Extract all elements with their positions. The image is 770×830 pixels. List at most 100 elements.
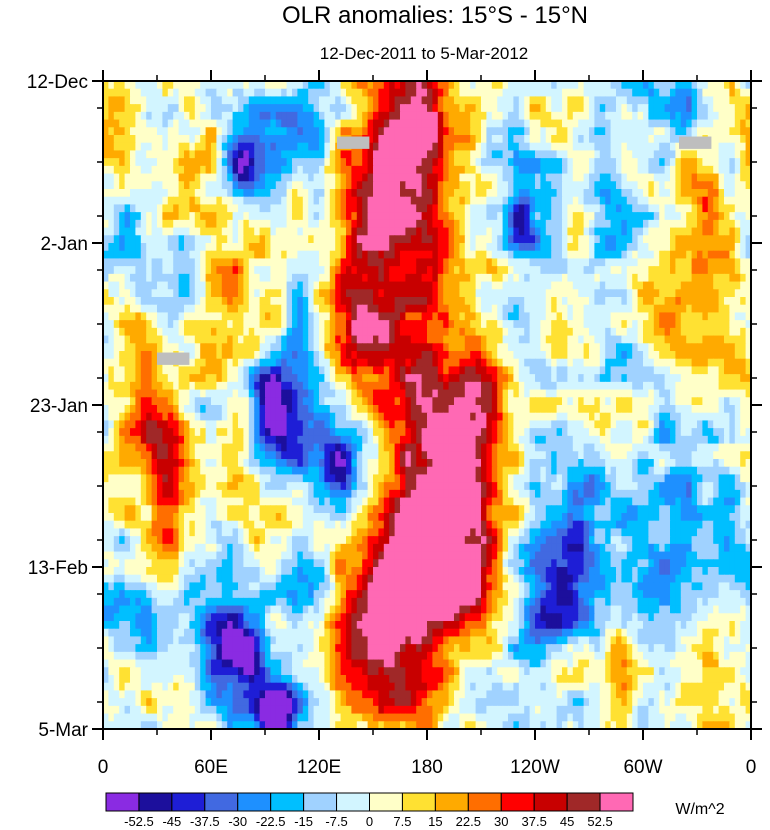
heatmap-cell [491,181,498,190]
heatmap-cell [508,212,514,221]
heatmap-cell [227,173,234,182]
heatmap-cell [621,250,628,260]
heatmap-cell [616,250,622,260]
heatmap-cell [286,181,293,190]
heatmap-cell [410,389,417,398]
heatmap-cell [443,235,450,244]
heatmap-cell [259,235,266,244]
heatmap-cell [167,135,174,144]
heatmap-cell [313,235,320,244]
heatmap-cell [367,366,374,375]
heatmap-cell [724,374,730,383]
heatmap-cell [259,219,266,229]
heatmap-cell [292,273,298,283]
heatmap-cell [475,150,482,159]
heatmap-cell [491,258,498,267]
heatmap-cell [556,96,563,105]
heatmap-cell [675,135,682,144]
heatmap-cell [162,327,169,337]
heatmap-cell [448,119,455,128]
heatmap-cell [302,304,309,314]
heatmap-cell [383,358,390,368]
heatmap-cell [643,289,649,298]
heatmap-cell [464,227,471,236]
heatmap-cell [535,374,541,383]
heatmap-cell [486,243,493,252]
heatmap-cell [254,189,261,198]
heatmap-cell [416,196,423,206]
heatmap-cell [265,312,271,321]
heatmap-cell [502,281,509,290]
heatmap-cell [734,196,741,206]
heatmap-cell [702,312,709,321]
heatmap-cell [545,158,552,167]
heatmap-cell [713,327,720,337]
heatmap-cell [540,297,547,306]
heatmap-cell [356,150,363,159]
heatmap-cell [167,189,174,198]
heatmap-cell [724,219,730,229]
heatmap-cell [653,189,660,198]
heatmap-cell [724,289,730,298]
heatmap-cell [632,150,639,159]
heatmap-cell [691,320,698,329]
heatmap-cell [394,96,401,105]
heatmap-cell [211,181,217,190]
heatmap-cell [664,343,671,352]
heatmap-cell [670,150,676,159]
heatmap-cell [589,389,595,398]
heatmap-cell [513,289,520,298]
heatmap-cell [486,381,493,391]
heatmap-cell [400,142,406,152]
heatmap-cell [394,88,401,98]
heatmap-cell [200,88,207,98]
heatmap-cell [459,119,466,128]
heatmap-cell [335,258,342,267]
heatmap-cell [308,81,315,90]
heatmap-cell [464,320,471,329]
heatmap-cell [626,243,633,252]
heatmap-cell [421,297,428,306]
heatmap-cell [664,312,671,321]
heatmap-cell [140,189,147,198]
heatmap-cell [427,304,433,314]
heatmap-cell [221,104,228,113]
heatmap-cell [373,289,379,298]
heatmap-cell [292,366,298,375]
heatmap-cell [367,258,374,267]
heatmap-cell [130,243,136,252]
heatmap-cell [524,289,531,298]
heatmap-cell [394,273,401,283]
heatmap-cell [405,104,412,113]
heatmap-cell [481,366,487,375]
heatmap-cell [643,150,649,159]
heatmap-cell [416,173,423,182]
heatmap-cell [437,320,444,329]
heatmap-cell [427,165,433,175]
heatmap-cell [745,320,752,329]
heatmap-cell [562,351,568,360]
heatmap-cell [286,119,293,128]
heatmap-cell [734,88,741,98]
heatmap-cell [524,320,531,329]
heatmap-cell [421,189,428,198]
heatmap-cell [745,366,752,375]
heatmap-cell [502,335,509,344]
heatmap-cell [103,142,109,152]
heatmap-cell [130,227,136,236]
heatmap-cell [254,165,261,175]
heatmap-cell [248,381,255,391]
heatmap-cell [265,335,271,344]
heatmap-cell [621,273,628,283]
heatmap-cell [605,266,612,275]
heatmap-cell [416,327,423,337]
heatmap-cell [664,212,671,221]
heatmap-cell [113,289,120,298]
heatmap-cell [362,327,369,337]
heatmap-cell [194,189,201,198]
heatmap-cell [275,381,282,391]
heatmap-cell [443,297,450,306]
heatmap-cell [518,181,525,190]
heatmap-cell [562,266,568,275]
heatmap-cell [578,297,585,306]
